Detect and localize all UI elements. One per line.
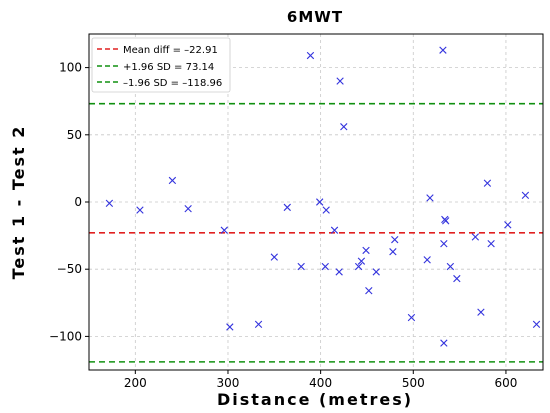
y-tick-label: 50 [67, 128, 82, 142]
data-point-marker [226, 323, 234, 331]
legend-label-upper-loa: +1.96 SD = 73.14 [123, 62, 214, 73]
chart-title: 6MWT [287, 8, 343, 26]
data-point-marker [440, 239, 448, 248]
data-point-marker [423, 256, 431, 264]
data-point-marker [136, 206, 144, 214]
data-point-marker [336, 77, 344, 85]
legend-label-lower-loa: –1.96 SD = –118.96 [123, 78, 222, 89]
legend-box [91, 37, 231, 93]
data-point-marker [389, 248, 397, 256]
data-point-marker [340, 123, 348, 131]
data-point-marker [321, 262, 329, 271]
data-point-marker [446, 262, 455, 271]
y-tick-label: 0 [74, 195, 82, 209]
data-point-marker [532, 320, 541, 328]
data-point-marker [168, 176, 177, 185]
x-tick-label: 600 [494, 376, 517, 390]
x-tick-label: 400 [309, 376, 332, 390]
data-point-marker [184, 205, 192, 213]
y-tick-label: −100 [49, 329, 82, 343]
data-point-marker [453, 274, 461, 283]
y-tick-label: −50 [57, 262, 82, 276]
data-point-marker [322, 206, 330, 214]
data-point-marker [335, 268, 343, 276]
x-tick-label: 300 [217, 376, 240, 390]
x-tick-label: 500 [402, 376, 425, 390]
data-point-marker [372, 268, 380, 276]
data-point-marker [270, 253, 278, 261]
data-point-marker [357, 257, 366, 265]
data-point-marker [365, 287, 373, 295]
data-point-marker [471, 233, 480, 241]
y-tick-label: 100 [59, 61, 82, 75]
x-axis-ticks: 200 300 400 500 600 [124, 370, 517, 390]
data-point-marker [477, 308, 485, 316]
data-point-marker [362, 246, 370, 255]
data-point-marker [330, 226, 339, 234]
x-axis-label: Distance (metres) [217, 390, 413, 409]
data-point-marker [306, 51, 315, 60]
data-point-marker [440, 339, 448, 347]
data-point-marker [297, 262, 305, 271]
data-point-marker [254, 320, 263, 328]
legend-label-mean: Mean diff = –22.91 [123, 45, 218, 56]
legend: Mean diff = –22.91 +1.96 SD = 73.14 –1.9… [91, 37, 231, 93]
data-point-marker [316, 198, 324, 206]
data-point-marker [354, 262, 363, 271]
grid [89, 34, 543, 370]
data-points [105, 46, 541, 347]
data-point-marker [504, 221, 512, 229]
reference-lines [89, 102, 543, 363]
data-point-marker [442, 217, 450, 225]
data-point-marker [521, 191, 530, 199]
data-point-marker [407, 313, 416, 322]
data-point-marker [483, 179, 492, 187]
y-axis-ticks: −100 −50 0 50 100 [49, 61, 89, 343]
x-tick-label: 200 [124, 376, 147, 390]
data-point-marker [220, 226, 228, 234]
data-point-marker [391, 235, 399, 244]
data-point-marker [283, 203, 291, 212]
data-point-marker [105, 199, 114, 208]
y-axis-label: Test 1 - Test 2 [9, 125, 28, 280]
data-point-marker [487, 239, 495, 248]
data-point-marker [439, 46, 447, 54]
data-point-marker [426, 194, 434, 202]
